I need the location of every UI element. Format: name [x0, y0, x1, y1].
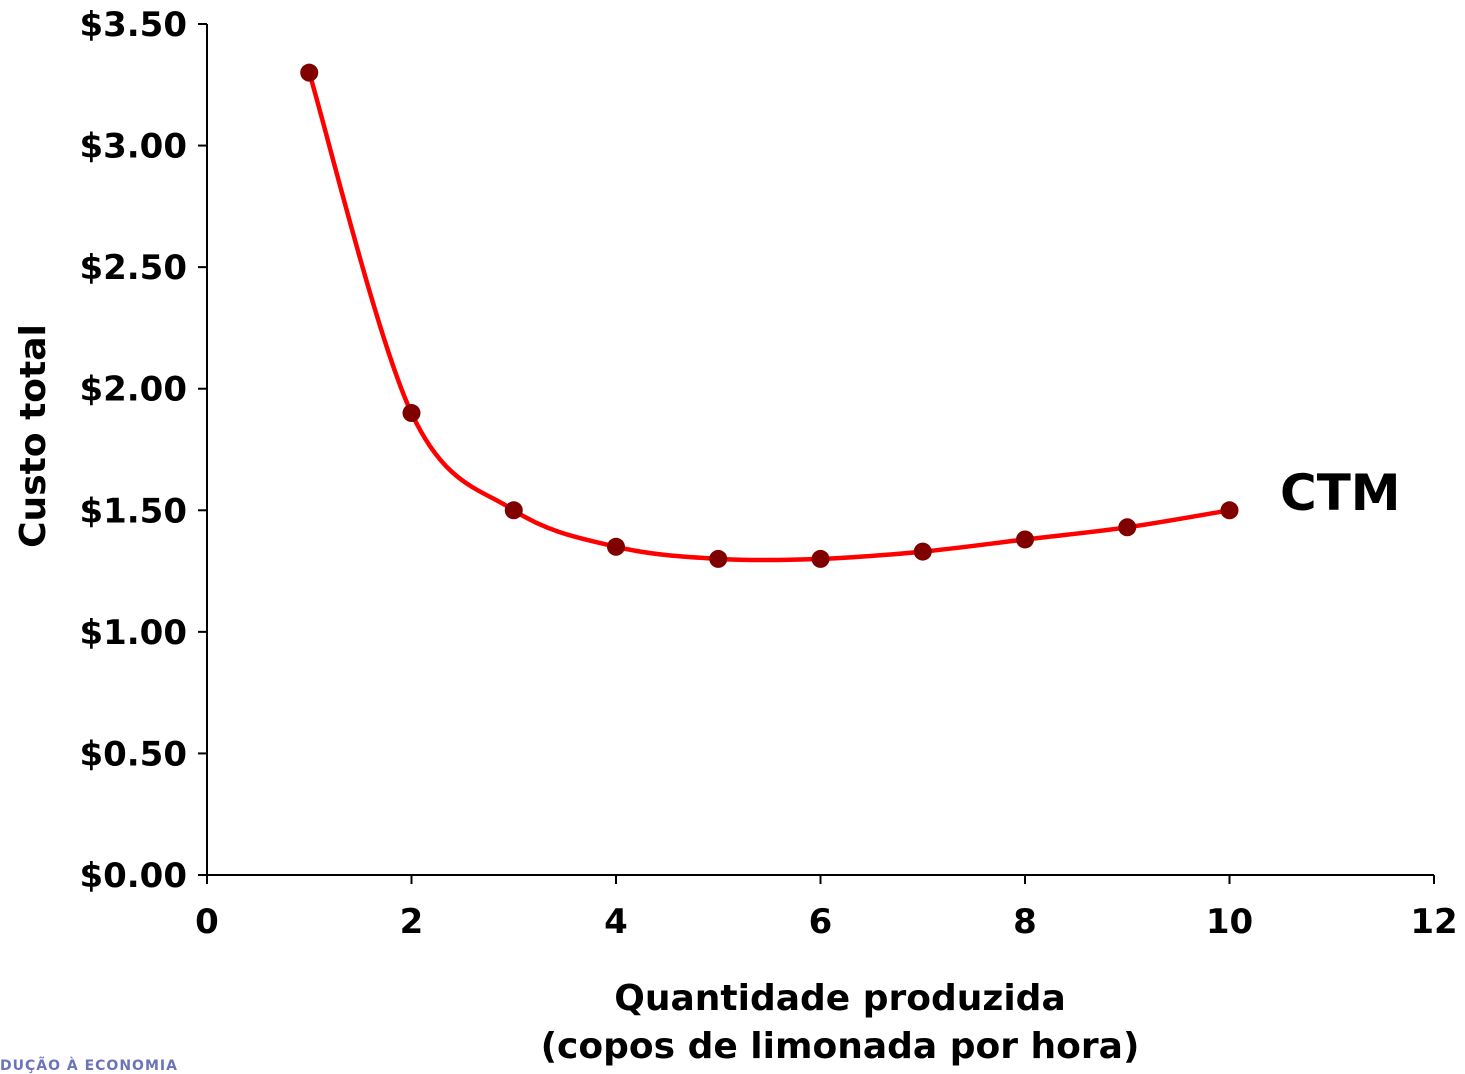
x-axis-title-line1: Quantidade produzida [614, 978, 1066, 1019]
y-tick-label: $1.00 [79, 613, 187, 653]
y-tick-label: $0.50 [79, 734, 187, 774]
data-point [1220, 501, 1239, 520]
y-tick-label: $0.00 [79, 856, 187, 896]
x-tick-label: 6 [809, 902, 833, 942]
series-label-ctm: CTM [1280, 464, 1401, 522]
data-point [913, 542, 932, 561]
y-tick-label: $3.50 [79, 5, 187, 45]
x-tick-label: 4 [604, 902, 628, 942]
ticks: $0.00 $0.50 $1.00 $1.50 $2.00 $2.50 $3.00 $3.50… [79, 5, 1457, 942]
x-tick-label: 8 [1013, 902, 1037, 942]
x-tick-label: 2 [400, 902, 424, 942]
footer-watermark: DUÇÃO À ECONOMIA [0, 1058, 178, 1074]
data-point [300, 63, 319, 82]
ctm-curve [307, 71, 1230, 563]
data-point [504, 501, 523, 520]
y-tick-label: $1.50 [79, 491, 187, 531]
y-axis-title: Custo total [13, 324, 54, 548]
x-tick-label: 0 [195, 902, 219, 942]
data-points [300, 63, 1239, 568]
data-point [709, 549, 728, 568]
y-tick-label: $3.00 [79, 127, 187, 167]
data-point [811, 549, 830, 568]
data-point [1118, 518, 1137, 537]
y-tick-label: $2.00 [79, 370, 187, 410]
axes [206, 24, 1434, 876]
data-point [607, 537, 625, 556]
x-tick-label: 12 [1410, 902, 1457, 942]
data-point [1016, 530, 1034, 549]
data-point [402, 404, 421, 423]
x-tick-label: 10 [1206, 902, 1253, 942]
x-axis-title-line2: (copos de limonada por hora) [541, 1026, 1140, 1067]
y-tick-label: $2.50 [79, 248, 187, 288]
